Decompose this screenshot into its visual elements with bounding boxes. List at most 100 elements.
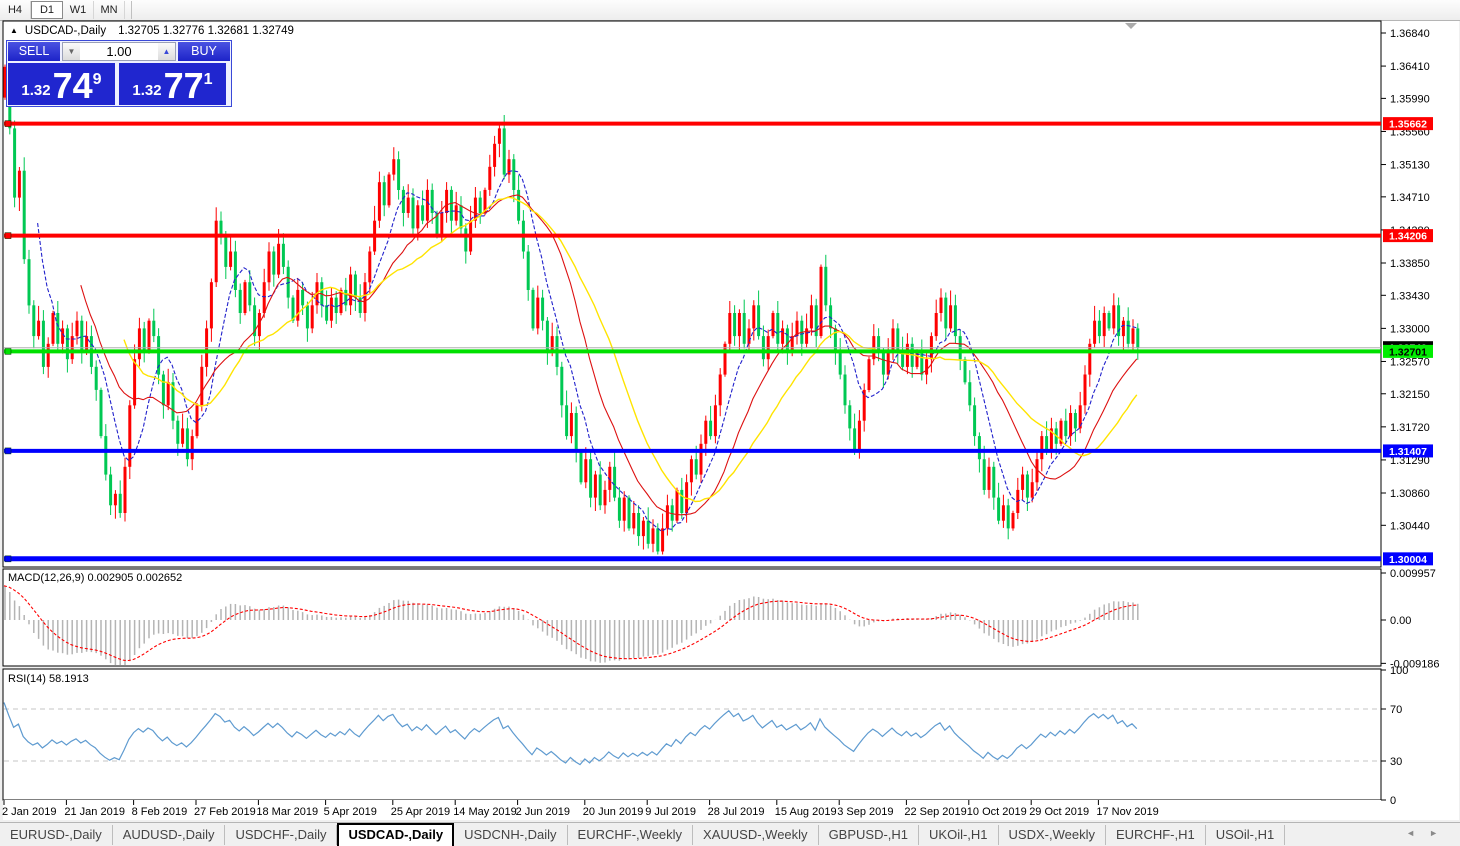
ma-fast-line	[37, 170, 1137, 532]
svg-text:1.30004: 1.30004	[1389, 554, 1427, 566]
svg-text:1.35990: 1.35990	[1390, 93, 1430, 105]
one-click-trade-panel: SELL ▼ 1.00 ▲ BUY 1.32 74 9 1.32 77 1	[6, 40, 232, 107]
tab-scroll-left-icon[interactable]: ◄	[1406, 828, 1430, 838]
sell-price-main: 74	[52, 65, 93, 106]
rsi-label: RSI(14) 58.1913	[8, 673, 89, 685]
svg-text:17 Nov 2019: 17 Nov 2019	[1096, 806, 1158, 818]
svg-text:1.34710: 1.34710	[1390, 192, 1430, 204]
chart-tab-bar: EURUSD-,Daily AUDUSD-,Daily USDCHF-,Daily U…	[0, 822, 1460, 846]
ma-slow-line	[123, 196, 1138, 503]
svg-text:8 Feb 2019: 8 Feb 2019	[132, 806, 188, 818]
rsi-layer	[3, 702, 1381, 766]
sell-price-box[interactable]: 1.32 74 9	[8, 63, 115, 105]
svg-text:15 Aug 2019: 15 Aug 2019	[775, 806, 837, 818]
date-axis: 2 Jan 2019 21 Jan 2019 8 Feb 2019 27 Feb 20…	[2, 800, 1159, 818]
svg-text:1.31290: 1.31290	[1390, 455, 1430, 467]
tab-gbpusd-h1[interactable]: GBPUSD-,H1	[819, 825, 920, 845]
buy-price-prefix: 1.32	[132, 82, 162, 99]
chart-ohlc-quote: 1.32705 1.32776 1.32681 1.32749	[118, 24, 294, 37]
tab-eurchf-h1[interactable]: EURCHF-,H1	[1106, 825, 1206, 845]
svg-text:70: 70	[1390, 704, 1402, 716]
svg-text:1.33430: 1.33430	[1390, 290, 1430, 302]
svg-text:3 Sep 2019: 3 Sep 2019	[837, 806, 893, 818]
sell-price-pip: 9	[92, 71, 102, 88]
svg-text:1.31407: 1.31407	[1389, 446, 1427, 458]
svg-text:0.009957: 0.009957	[1390, 568, 1436, 580]
sell-button[interactable]: SELL	[8, 42, 60, 61]
ma-mid-line	[80, 194, 1138, 516]
level-lines-layer	[4, 120, 1381, 563]
svg-text:25 Apr 2019: 25 Apr 2019	[391, 806, 450, 818]
timeframe-button-mn[interactable]: MN	[94, 1, 125, 19]
indicator-labels: MACD(12,26,9) 0.002905 0.002652 RSI(14) 5…	[8, 572, 182, 685]
svg-text:18 Mar 2019: 18 Mar 2019	[256, 806, 318, 818]
buy-button[interactable]: BUY	[178, 42, 230, 61]
svg-text:20 Jun 2019: 20 Jun 2019	[583, 806, 644, 818]
tab-usdcad-daily[interactable]: USDCAD-,Daily	[337, 823, 455, 846]
tab-scroll-right-icon[interactable]: ►	[1429, 828, 1452, 838]
svg-text:1.30860: 1.30860	[1390, 488, 1430, 500]
svg-text:1.31720: 1.31720	[1390, 422, 1430, 434]
candles-layer	[3, 54, 1140, 555]
timeframe-buttons: H4 D1 W1 MN	[0, 0, 125, 20]
svg-text:1.36410: 1.36410	[1390, 61, 1430, 73]
svg-text:1.32701: 1.32701	[1389, 346, 1427, 358]
buy-price-main: 77	[163, 65, 204, 106]
collapse-triangle-icon[interactable]: ▲	[10, 26, 18, 35]
buy-price-pip: 1	[203, 71, 213, 88]
svg-text:-0.009186: -0.009186	[1390, 658, 1440, 670]
tab-ukoil-h1[interactable]: UKOil-,H1	[919, 825, 999, 845]
svg-text:30: 30	[1390, 756, 1402, 768]
svg-text:1.33850: 1.33850	[1390, 258, 1430, 270]
tab-eurusd-daily[interactable]: EURUSD-,Daily	[0, 825, 113, 845]
macd-signal-line	[3, 585, 1137, 662]
svg-text:1.30440: 1.30440	[1390, 520, 1430, 532]
chart-window-title: ▲ USDCAD-,Daily 1.32705 1.32776 1.32681 …	[10, 24, 294, 37]
svg-text:27 Feb 2019: 27 Feb 2019	[194, 806, 256, 818]
tab-usdcnh-daily[interactable]: USDCNH-,Daily	[454, 825, 568, 845]
svg-text:5 Apr 2019: 5 Apr 2019	[324, 806, 377, 818]
svg-text:1.35130: 1.35130	[1390, 160, 1430, 172]
svg-text:0: 0	[1390, 795, 1396, 807]
tab-scroll-arrows[interactable]: ◄►	[1406, 828, 1452, 838]
sell-price-prefix: 1.32	[21, 82, 51, 99]
volume-decrease-arrow-icon[interactable]: ▼	[63, 43, 80, 60]
svg-text:29 Oct 2019: 29 Oct 2019	[1029, 806, 1089, 818]
svg-text:1.32570: 1.32570	[1390, 356, 1430, 368]
svg-text:2 Jun 2019: 2 Jun 2019	[516, 806, 570, 818]
macd-layer	[3, 585, 1139, 665]
svg-text:28 Jul 2019: 28 Jul 2019	[708, 806, 765, 818]
tab-usoil-h1[interactable]: USOil-,H1	[1206, 825, 1286, 845]
chart-tabs: EURUSD-,Daily AUDUSD-,Daily USDCHF-,Daily U…	[0, 822, 1286, 846]
svg-text:1.36840: 1.36840	[1390, 28, 1430, 40]
svg-text:0.00: 0.00	[1390, 615, 1411, 627]
volume-value[interactable]: 1.00	[106, 44, 132, 59]
tab-usdx-weekly[interactable]: USDX-,Weekly	[999, 825, 1106, 845]
tab-usdchf-daily[interactable]: USDCHF-,Daily	[225, 825, 338, 845]
level-axis-labels: 1.356621.342061.314071.300041.327491.327…	[1383, 117, 1433, 566]
timeframe-button-w1[interactable]: W1	[63, 1, 94, 19]
chart-symbol-title: USDCAD-,Daily	[24, 24, 107, 37]
tab-xauusd-weekly[interactable]: XAUUSD-,Weekly	[693, 825, 819, 845]
svg-text:22 Sep 2019: 22 Sep 2019	[904, 806, 966, 818]
moving-averages-layer	[37, 170, 1138, 532]
tab-eurchf-weekly[interactable]: EURCHF-,Weekly	[568, 825, 694, 845]
tab-audusd-daily[interactable]: AUDUSD-,Daily	[113, 825, 226, 845]
buy-price-box[interactable]: 1.32 77 1	[119, 63, 226, 105]
svg-text:9 Jul 2019: 9 Jul 2019	[645, 806, 696, 818]
volume-spinner: ▼ 1.00 ▲	[62, 42, 176, 61]
svg-text:21 Jan 2019: 21 Jan 2019	[64, 806, 125, 818]
svg-text:10 Oct 2019: 10 Oct 2019	[967, 806, 1027, 818]
svg-text:14 May 2019: 14 May 2019	[453, 806, 517, 818]
svg-text:1.35662: 1.35662	[1389, 119, 1427, 131]
svg-text:1.33000: 1.33000	[1390, 323, 1430, 335]
timeframe-button-h4[interactable]: H4	[0, 1, 31, 19]
svg-text:1.32150: 1.32150	[1390, 389, 1430, 401]
macd-label: MACD(12,26,9) 0.002905 0.002652	[8, 572, 182, 584]
svg-text:1.34206: 1.34206	[1389, 231, 1427, 243]
timeframe-button-d1[interactable]: D1	[31, 1, 63, 19]
rsi-line	[3, 702, 1138, 766]
volume-increase-arrow-icon[interactable]: ▲	[158, 43, 175, 60]
scroll-end-marker-icon	[1125, 23, 1137, 29]
